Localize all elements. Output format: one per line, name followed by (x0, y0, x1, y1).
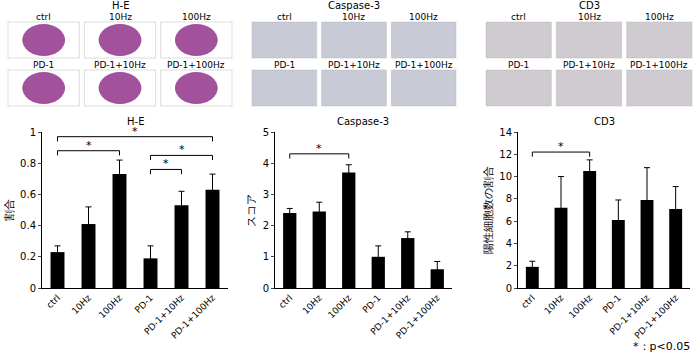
svg-text:1: 1 (30, 127, 36, 138)
svg-text:PD-1+10Hz: PD-1+10Hz (563, 60, 615, 70)
svg-text:PD-1+10Hz: PD-1+10Hz (369, 293, 413, 337)
svg-text:0.2: 0.2 (20, 251, 36, 262)
svg-text:3: 3 (263, 189, 269, 200)
svg-text:ctrl: ctrl (36, 12, 51, 22)
svg-text:0: 0 (506, 283, 512, 294)
svg-text:0.8: 0.8 (20, 158, 36, 169)
svg-text:10Hz: 10Hz (70, 293, 93, 316)
svg-text:*: * (132, 125, 138, 138)
svg-text:1: 1 (263, 251, 269, 262)
svg-text:PD-1+10Hz: PD-1+10Hz (328, 60, 380, 70)
svg-text:12: 12 (499, 149, 512, 160)
svg-text:割合: 割合 (3, 199, 16, 221)
svg-text:*: * (163, 157, 169, 170)
svg-text:PD-1+100Hz: PD-1+100Hz (630, 60, 688, 70)
svg-text:100Hz: 100Hz (326, 293, 354, 321)
svg-text:ctrl: ctrl (45, 293, 62, 310)
svg-text:4: 4 (263, 158, 269, 169)
svg-text:陽性細胞数の割合: 陽性細胞数の割合 (482, 166, 495, 254)
svg-text:ctrl: ctrl (511, 12, 526, 22)
svg-text:*: * (316, 142, 322, 155)
svg-text:Caspase-3: Caspase-3 (337, 116, 389, 127)
svg-text:PD-1: PD-1 (361, 293, 383, 315)
svg-text:PD-1: PD-1 (508, 60, 529, 70)
svg-text:PD-1: PD-1 (274, 60, 295, 70)
svg-text:PD-1+10Hz: PD-1+10Hz (142, 293, 186, 337)
svg-text:ctrl: ctrl (519, 293, 536, 310)
svg-text:2: 2 (263, 220, 269, 231)
svg-text:10: 10 (499, 171, 512, 182)
svg-text:PD-1+10Hz: PD-1+10Hz (94, 60, 146, 70)
svg-text:ctrl: ctrl (277, 293, 294, 310)
svg-text:H-E: H-E (112, 0, 129, 11)
svg-text:100Hz: 100Hz (182, 12, 211, 22)
svg-text:10Hz: 10Hz (109, 12, 132, 22)
svg-text:0: 0 (263, 283, 269, 294)
svg-text:*：p<0.05: *：p<0.05 (633, 340, 690, 353)
svg-text:CD3: CD3 (594, 116, 615, 127)
svg-text:10Hz: 10Hz (301, 293, 324, 316)
svg-text:100Hz: 100Hz (567, 293, 595, 321)
svg-text:4: 4 (506, 238, 512, 249)
svg-text:PD-1+100Hz: PD-1+100Hz (167, 60, 225, 70)
svg-text:PD-1+100Hz: PD-1+100Hz (395, 60, 453, 70)
svg-text:H-E: H-E (127, 116, 144, 127)
svg-text:Caspase-3: Caspase-3 (328, 0, 380, 11)
svg-text:ctrl: ctrl (277, 12, 292, 22)
svg-text:*: * (558, 140, 564, 153)
svg-text:6: 6 (506, 216, 512, 227)
svg-text:100Hz: 100Hz (409, 12, 438, 22)
svg-text:PD-1: PD-1 (601, 293, 623, 315)
svg-text:10Hz: 10Hz (542, 293, 565, 316)
svg-text:8: 8 (506, 193, 512, 204)
svg-text:10Hz: 10Hz (578, 12, 601, 22)
svg-text:PD-1+100Hz: PD-1+100Hz (633, 293, 681, 341)
svg-text:0: 0 (30, 283, 36, 294)
svg-text:PD-1+10Hz: PD-1+10Hz (608, 293, 652, 337)
svg-text:PD-1+100Hz: PD-1+100Hz (169, 293, 217, 341)
svg-text:5: 5 (263, 127, 269, 138)
svg-text:2: 2 (506, 260, 512, 271)
svg-text:0.6: 0.6 (20, 189, 36, 200)
svg-text:14: 14 (499, 127, 512, 138)
svg-text:スコア: スコア (245, 194, 258, 227)
svg-text:10Hz: 10Hz (342, 12, 365, 22)
svg-text:*: * (179, 143, 185, 156)
svg-text:0.4: 0.4 (20, 220, 36, 231)
svg-text:100Hz: 100Hz (645, 12, 674, 22)
svg-text:PD-1: PD-1 (133, 293, 155, 315)
svg-text:100Hz: 100Hz (97, 293, 125, 321)
svg-text:*: * (86, 139, 92, 152)
svg-text:PD-1+100Hz: PD-1+100Hz (394, 293, 442, 341)
svg-text:CD3: CD3 (579, 0, 600, 11)
svg-text:PD-1: PD-1 (33, 60, 54, 70)
